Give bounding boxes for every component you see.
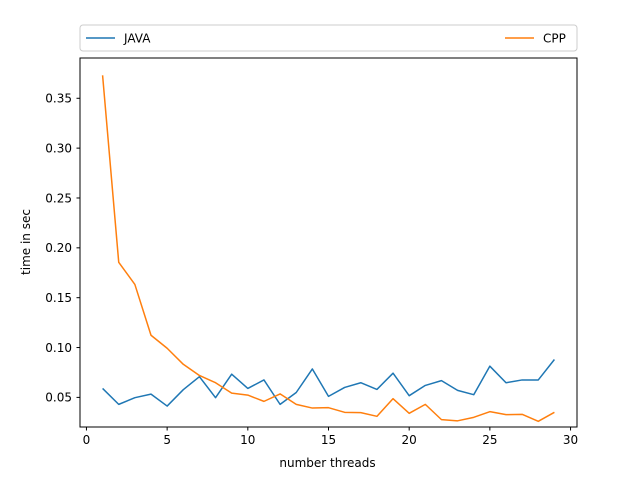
legend-frame [79,24,578,52]
x-tick-label: 30 [563,433,578,447]
y-tick-label: 0.20 [45,241,72,255]
y-tick-label: 0.15 [45,291,72,305]
series-line-java [102,359,555,407]
y-tick-label: 0.25 [45,191,72,205]
x-tick-label: 15 [321,433,336,447]
x-tick-label: 20 [402,433,417,447]
y-tick-label: 0.35 [45,92,72,106]
x-tick-label: 5 [163,433,171,447]
series-line-cpp [101,75,555,423]
legend-label-java: JAVA [123,32,151,46]
x-axis-label: number threads [279,456,375,470]
legend-label-cpp: CPP [543,32,566,46]
y-tick-label: 0.05 [45,391,72,405]
legend: JAVA CPP [79,24,578,52]
x-tick-label: 0 [83,433,91,447]
x-tick-label: 25 [482,433,497,447]
x-tick-label: 10 [240,433,255,447]
y-tick-label: 0.30 [45,141,72,155]
y-axis-label: time in sec [19,209,33,275]
y-tick-label: 0.10 [45,341,72,355]
